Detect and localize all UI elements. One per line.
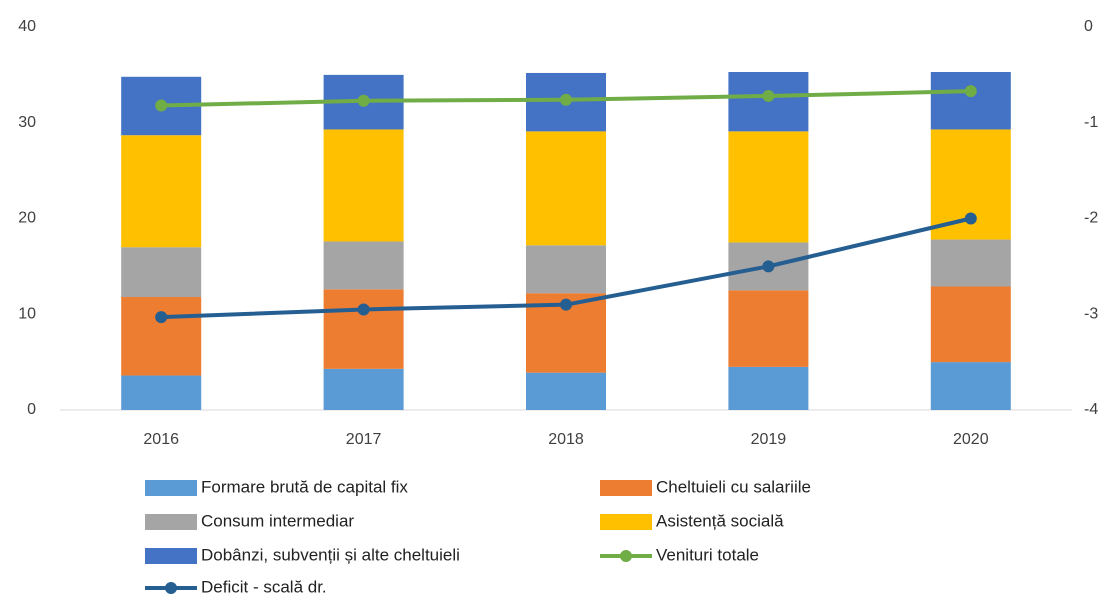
bar: [728, 290, 809, 367]
marker: [964, 212, 977, 225]
marker: [155, 99, 168, 112]
marker: [964, 85, 977, 98]
bar: [728, 366, 809, 410]
bar: [121, 297, 202, 376]
bar: [930, 286, 1011, 363]
legend-swatch: [145, 548, 197, 564]
x-tick-label: 2017: [346, 431, 382, 448]
bar: [526, 131, 606, 246]
bar: [323, 129, 404, 242]
bar: [526, 245, 606, 294]
marker: [560, 298, 572, 311]
x-tick-label: 2016: [143, 431, 179, 448]
legend-swatch: [600, 514, 652, 530]
x-tick-label: 2020: [953, 431, 989, 448]
y-tick-label: 30: [18, 114, 36, 131]
marker: [357, 303, 370, 316]
legend-label: Formare brută de capital fix: [201, 477, 408, 496]
legend-label: Deficit - scală dr.: [201, 577, 327, 596]
legend-label: Consum intermediar: [201, 511, 354, 530]
y2-tick-label: 0: [1084, 18, 1093, 35]
marker: [357, 94, 370, 107]
bar: [121, 135, 202, 248]
bar: [930, 239, 1011, 287]
x-tick-label: 2018: [548, 431, 584, 448]
legend-swatch: [600, 480, 652, 496]
x-tick-label: 2019: [751, 431, 787, 448]
legend-swatch: [145, 514, 197, 530]
bar: [121, 247, 202, 298]
y2-tick-label: -2: [1084, 210, 1098, 227]
bar: [121, 375, 202, 410]
bar: [930, 362, 1011, 410]
marker: [762, 260, 775, 273]
bar: [323, 368, 404, 410]
y-tick-label: 40: [18, 18, 36, 35]
y2-tick-label: -4: [1084, 401, 1098, 418]
bar: [526, 372, 606, 410]
marker: [560, 93, 572, 106]
legend-marker: [620, 550, 632, 562]
y-tick-label: 10: [18, 305, 36, 322]
legend-swatch: [145, 480, 197, 496]
legend-label: Venituri totale: [656, 545, 759, 564]
legend-label: Dobânzi, subvenții și alte cheltuieli: [201, 545, 460, 564]
y-tick-label: 20: [18, 210, 36, 227]
y2-tick-label: -1: [1084, 114, 1098, 131]
bar: [323, 241, 404, 290]
y-tick-label: 0: [27, 401, 36, 418]
bar: [323, 289, 404, 369]
y2-tick-label: -3: [1084, 305, 1098, 322]
legend-label: Cheltuieli cu salariile: [656, 477, 811, 496]
legend-marker: [165, 582, 177, 594]
marker: [762, 89, 775, 102]
bar: [930, 72, 1011, 130]
legend-label: Asistență socială: [656, 511, 784, 530]
marker: [155, 311, 168, 324]
bar: [728, 131, 809, 243]
